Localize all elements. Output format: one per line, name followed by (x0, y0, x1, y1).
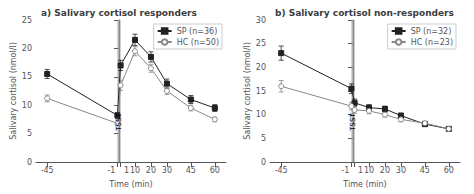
svg-text:25: 25 (22, 16, 32, 25)
svg-text:20: 20 (146, 166, 156, 175)
svg-text:SP (n=32): SP (n=32) (411, 27, 452, 36)
svg-text:TSST: TSST (115, 113, 123, 132)
svg-text:20: 20 (22, 44, 32, 53)
svg-text:Time (min): Time (min) (342, 180, 386, 189)
svg-text:a) Salivary cortisol responder: a) Salivary cortisol responders (41, 8, 197, 18)
svg-text:-1: -1 (341, 166, 349, 175)
svg-text:0: 0 (261, 158, 266, 167)
svg-text:0: 0 (27, 158, 32, 167)
svg-text:60: 60 (444, 166, 454, 175)
svg-text:-45: -45 (275, 166, 288, 175)
svg-text:HC (n=50): HC (n=50) (177, 38, 219, 47)
svg-text:20: 20 (256, 63, 266, 72)
svg-text:10: 10 (22, 101, 32, 110)
svg-text:TSST: TSST (349, 113, 357, 132)
svg-text:1: 1 (124, 166, 129, 175)
svg-text:b) Salivary cortisol non-respo: b) Salivary cortisol non-responders (275, 8, 454, 18)
svg-text:SP (n=36): SP (n=36) (177, 27, 218, 36)
svg-text:Salivary cortisol (nmol/l): Salivary cortisol (nmol/l) (243, 42, 252, 140)
svg-text:60: 60 (210, 166, 220, 175)
svg-text:30: 30 (396, 166, 406, 175)
svg-text:25: 25 (256, 39, 266, 48)
svg-text:10: 10 (256, 110, 266, 119)
svg-text:-1: -1 (107, 166, 115, 175)
svg-text:10: 10 (130, 166, 140, 175)
svg-text:20: 20 (380, 166, 390, 175)
svg-text:HC (n=23): HC (n=23) (411, 38, 453, 47)
svg-text:5: 5 (27, 129, 32, 138)
svg-text:1: 1 (358, 166, 363, 175)
svg-text:-45: -45 (41, 166, 54, 175)
svg-text:15: 15 (256, 87, 266, 96)
svg-text:45: 45 (420, 166, 430, 175)
svg-text:45: 45 (186, 166, 196, 175)
svg-text:Salivary cortisol (nmol/l): Salivary cortisol (nmol/l) (9, 42, 18, 140)
svg-text:5: 5 (261, 134, 266, 143)
svg-text:30: 30 (162, 166, 172, 175)
svg-text:30: 30 (256, 16, 266, 25)
svg-text:Time (min): Time (min) (108, 180, 152, 189)
svg-text:15: 15 (22, 72, 32, 81)
svg-text:10: 10 (364, 166, 374, 175)
